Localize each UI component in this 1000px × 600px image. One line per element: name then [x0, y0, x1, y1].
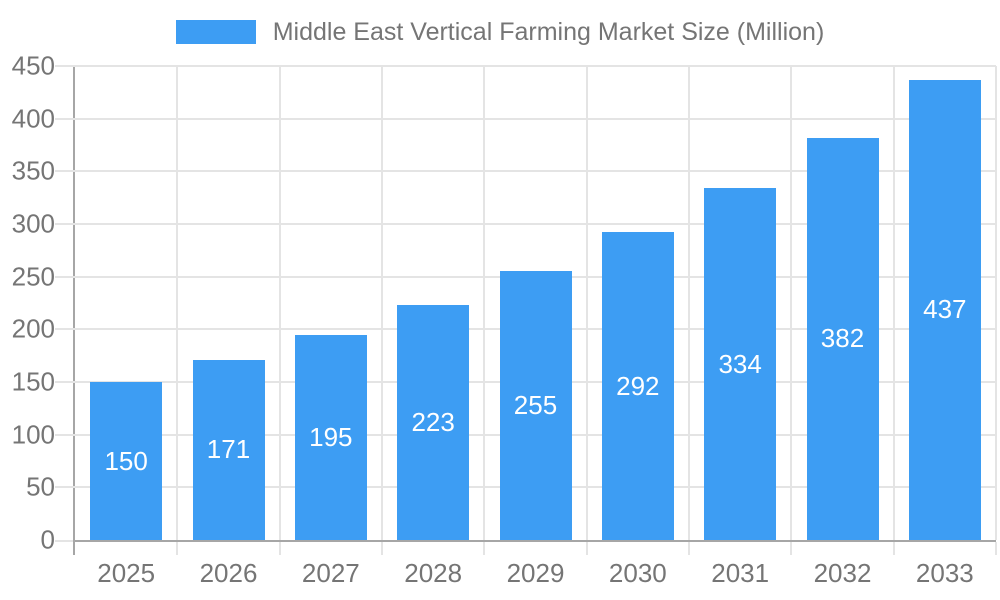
x-axis-label-2029: 2029 [506, 558, 565, 588]
y-tick-0 [55, 540, 73, 542]
bar-value-label-2026: 171 [206, 434, 251, 465]
y-gridline-450 [55, 65, 996, 67]
x-tick-9 [995, 542, 997, 555]
x-gridline-5 [585, 66, 588, 540]
y-axis-label-0: 0 [40, 524, 55, 555]
x-gridline-8 [892, 66, 895, 540]
x-tick-8 [892, 542, 895, 555]
x-tick-1 [176, 542, 179, 555]
x-tick-5 [585, 542, 588, 555]
bar-value-label-2025: 150 [104, 445, 148, 476]
y-axis-label-150: 150 [11, 366, 55, 397]
x-tick-7 [790, 542, 793, 555]
legend-item[interactable]: Middle East Vertical Farming Market Size… [0, 16, 1000, 48]
x-gridline-3 [381, 66, 383, 540]
x-tick-6 [688, 542, 690, 555]
legend-label: Middle East Vertical Farming Market Size… [272, 17, 825, 46]
x-axis-label-2033: 2033 [915, 558, 974, 588]
bar-value-label-2033: 437 [923, 294, 967, 325]
x-axis-label-2028: 2028 [404, 558, 463, 588]
y-gridline-350 [55, 170, 996, 173]
plot-area: 0 50 100 150 200 250 300 350 400 450 150 2025 171 202… [12, 51, 997, 588]
x-axis-label-2027: 2027 [301, 558, 360, 588]
bar-2033[interactable]: 437 [908, 79, 981, 540]
x-gridline-6 [688, 66, 690, 540]
x-gridline-9 [995, 66, 997, 540]
bar-value-label-2027: 195 [309, 421, 353, 452]
x-axis-label-2031: 2031 [711, 558, 770, 588]
bar-2026[interactable]: 171 [192, 359, 265, 540]
x-axis-label-2026: 2026 [199, 558, 258, 588]
x-tick-3 [381, 542, 383, 555]
bar-2029[interactable]: 255 [499, 271, 572, 540]
y-axis-label-50: 50 [26, 471, 55, 502]
x-gridline-2 [278, 66, 281, 540]
bar-value-label-2031: 334 [718, 348, 762, 379]
x-tick-2 [278, 542, 281, 555]
y-axis-label-400: 400 [11, 103, 55, 134]
bar-value-label-2029: 255 [513, 390, 558, 421]
bar-2027[interactable]: 195 [294, 334, 367, 540]
y-gridline-300 [55, 223, 996, 225]
y-gridline-400 [55, 117, 996, 120]
y-axis-label-100: 100 [11, 419, 55, 450]
bar-2031[interactable]: 334 [704, 188, 777, 540]
y-axis-label-450: 450 [11, 50, 55, 81]
y-axis-label-350: 350 [11, 155, 55, 186]
y-axis-extension [73, 542, 75, 555]
bar-value-label-2028: 223 [411, 407, 455, 438]
y-axis-label-250: 250 [11, 261, 55, 292]
x-gridline-7 [790, 66, 793, 540]
x-gridline-4 [483, 66, 486, 540]
y-axis-label-300: 300 [11, 208, 55, 239]
bar-value-label-2032: 382 [820, 323, 865, 354]
x-gridline-1 [176, 66, 179, 540]
bar-2032[interactable]: 382 [806, 137, 879, 540]
bar-2030[interactable]: 292 [601, 232, 674, 540]
y-axis-label-200: 200 [11, 313, 55, 344]
bar-value-label-2030: 292 [616, 370, 660, 401]
x-axis-label-2025: 2025 [97, 558, 156, 588]
x-axis-label-2030: 2030 [608, 558, 667, 588]
x-tick-4 [483, 542, 486, 555]
legend-swatch [175, 20, 256, 44]
bar-2028[interactable]: 223 [397, 305, 470, 540]
bar-2025[interactable]: 150 [90, 382, 163, 540]
x-axis-label-2032: 2032 [813, 558, 872, 588]
